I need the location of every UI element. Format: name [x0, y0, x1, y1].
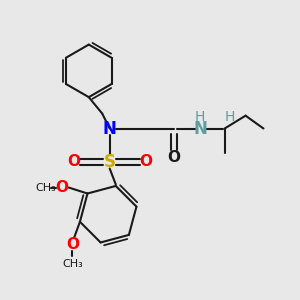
Text: CH₃: CH₃ — [35, 182, 56, 193]
Text: O: O — [66, 237, 79, 252]
Text: O: O — [139, 154, 152, 169]
Text: O: O — [56, 180, 69, 195]
Text: O: O — [167, 150, 180, 165]
Text: O: O — [68, 154, 80, 169]
Text: S: S — [104, 153, 116, 171]
Text: N: N — [103, 119, 117, 137]
Text: H: H — [195, 110, 206, 124]
Text: N: N — [194, 119, 208, 137]
Text: CH₃: CH₃ — [62, 259, 83, 269]
Text: H: H — [225, 110, 235, 124]
